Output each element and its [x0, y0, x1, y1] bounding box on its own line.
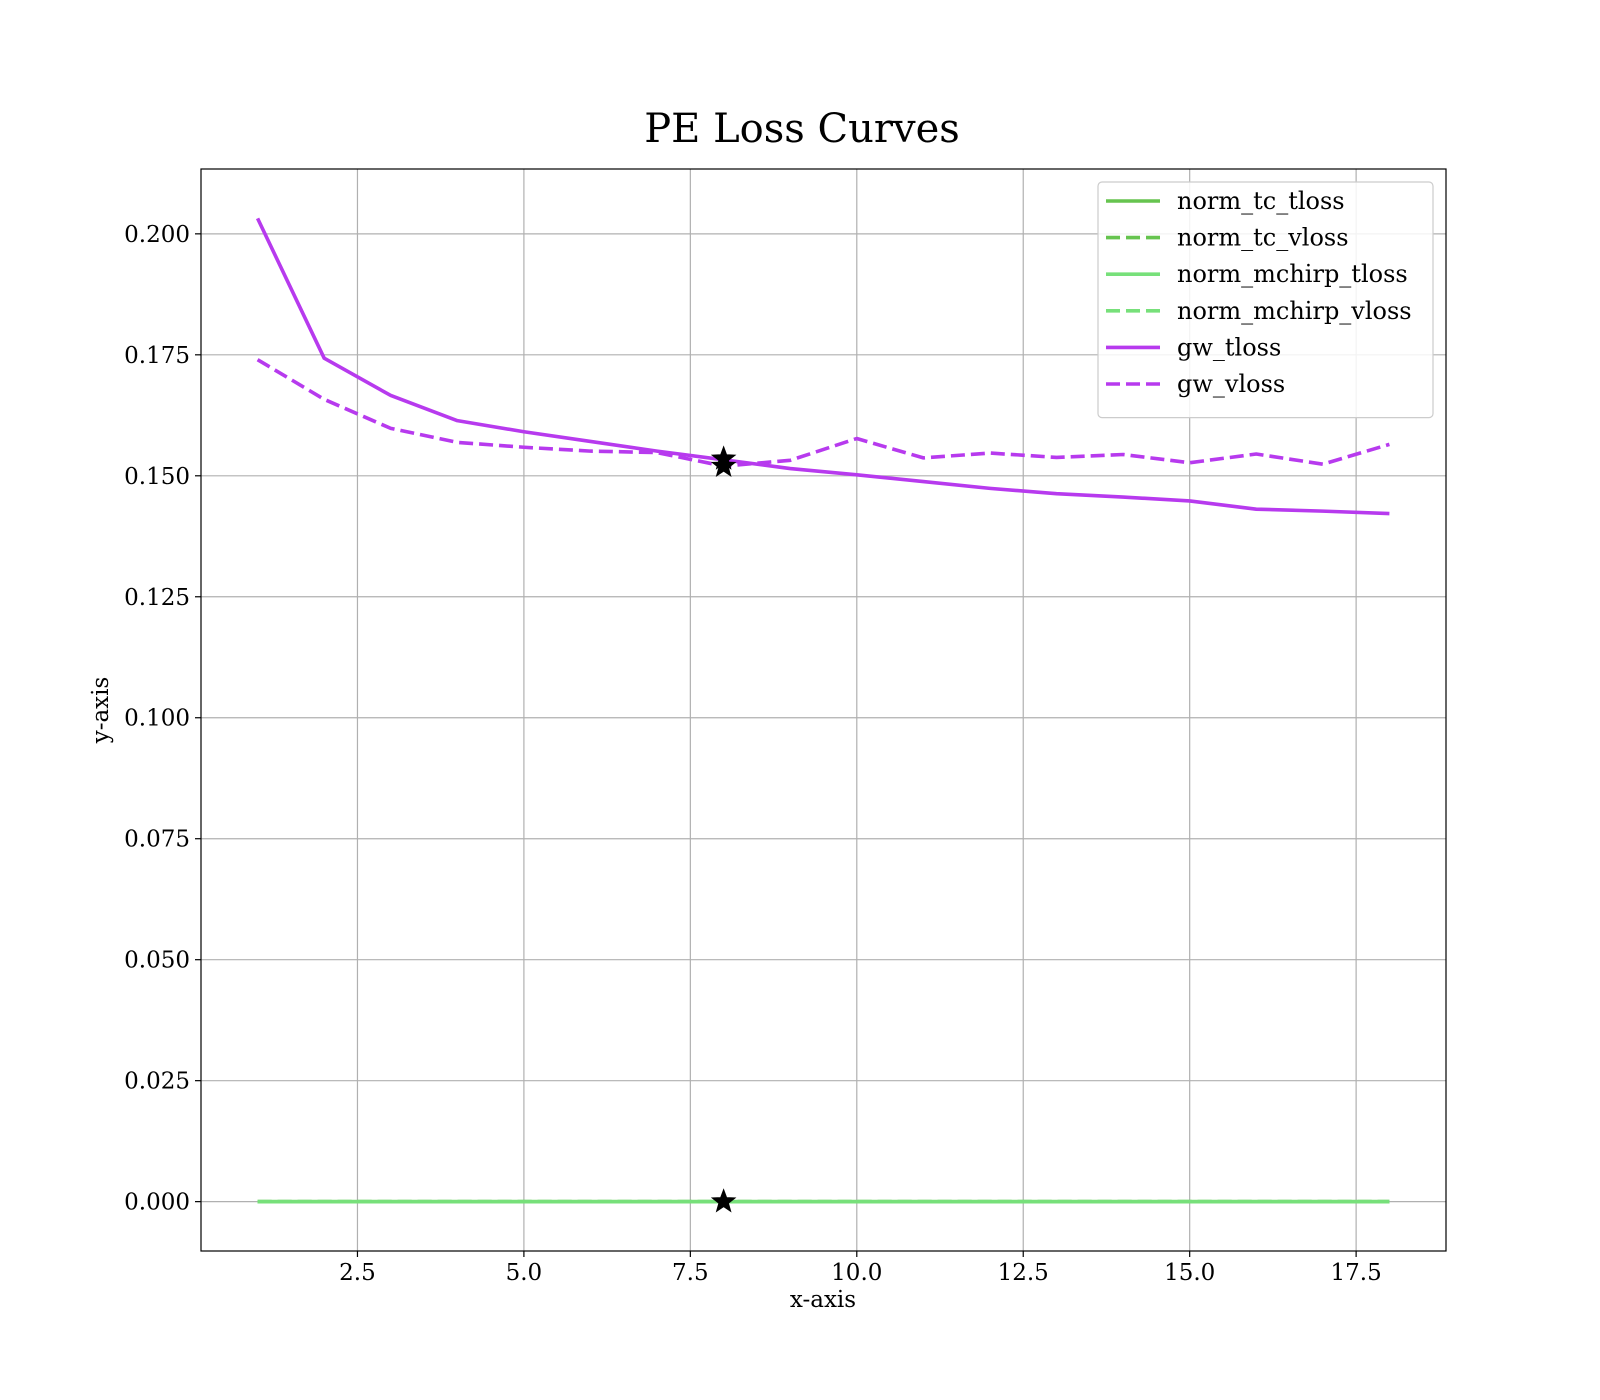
series-line-gw-vloss — [256, 358, 1390, 468]
x-tick-label: 15.0 — [1164, 1260, 1215, 1286]
legend-label: norm_tc_tloss — [1177, 187, 1345, 215]
y-tick-label: 0.000 — [124, 1190, 190, 1216]
x-tick-label: 7.5 — [672, 1260, 709, 1286]
legend-box — [1097, 181, 1434, 419]
x-tick-label: 10.0 — [831, 1260, 882, 1286]
chart-title: PE Loss Curves — [644, 106, 960, 152]
series-layer — [255, 217, 1390, 1204]
legend: norm_tc_tloss norm_tc_vloss norm_mchirp_tl… — [1097, 181, 1434, 419]
y-tick-label: 0.050 — [124, 948, 190, 974]
legend-label: norm_mchirp_vloss — [1177, 297, 1412, 325]
x-tick-label: 2.5 — [339, 1260, 376, 1286]
y-tick-label: 0.150 — [124, 464, 190, 490]
y-axis-label: y-axis — [88, 677, 114, 745]
plot-frame — [200, 168, 1447, 1252]
legend-label: norm_mchirp_tloss — [1177, 260, 1408, 288]
best-epoch-star-marker — [710, 1188, 737, 1213]
marker-layer — [710, 445, 737, 1213]
y-tick-label: 0.175 — [124, 343, 190, 369]
x-axis-label: x-axis — [790, 1287, 856, 1313]
y-tick-label: 0.025 — [124, 1069, 190, 1095]
x-tick-label: 5.0 — [506, 1260, 543, 1286]
y-tick-label: 0.200 — [124, 222, 190, 248]
y-tick-label: 0.075 — [124, 827, 190, 853]
x-tick-label: 12.5 — [998, 1260, 1049, 1286]
legend-label: gw_vloss — [1177, 370, 1285, 398]
legend-label: norm_tc_vloss — [1177, 224, 1349, 252]
best-epoch-star-marker — [710, 452, 737, 477]
series-line-gw-tloss — [255, 217, 1390, 516]
tick-layer: 2.5 5.0 7.5 10.0 12.5 15.0 17.5 0.000 0.025 0.050… — [124, 222, 1382, 1286]
x-tick-label: 17.5 — [1331, 1260, 1382, 1286]
y-tick-label: 0.125 — [124, 585, 190, 611]
y-tick-label: 0.100 — [124, 706, 190, 732]
legend-label: gw_tloss — [1177, 333, 1281, 361]
